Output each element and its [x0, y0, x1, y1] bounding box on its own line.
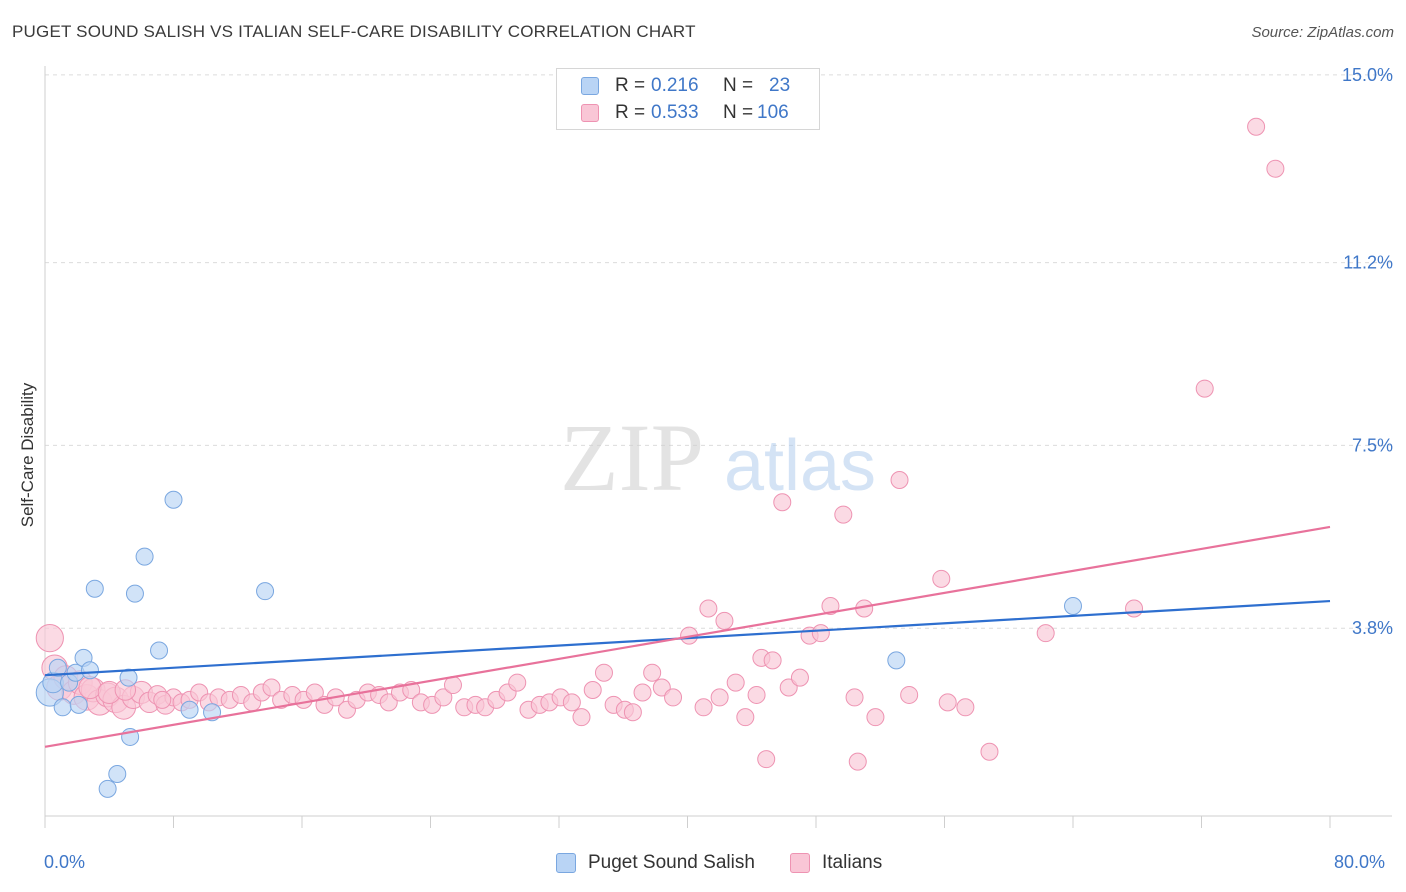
italian-point: [262, 678, 281, 697]
legend-row-puget: R = 0.216 N = 23: [581, 73, 790, 99]
legend-r-label: R =: [615, 75, 646, 96]
puget-point: [108, 765, 127, 783]
puget-point: [48, 658, 67, 677]
bottom-legend-label-puget: Puget Sound Salish: [588, 852, 755, 873]
grid-lines: [45, 74, 1392, 629]
puget-trend-line: [44, 599, 1331, 677]
italian-point: [715, 611, 734, 630]
watermark-atlas: atlas: [724, 426, 876, 506]
puget-point: [180, 700, 199, 719]
y-tick-label: 15.0%: [1342, 65, 1393, 85]
legend-n-label: N =: [723, 102, 754, 123]
puget-point: [1064, 597, 1082, 615]
italian-point: [583, 681, 602, 699]
x-tick-label-max: 80.0%: [1334, 852, 1386, 872]
italian-point: [811, 624, 830, 643]
correlation-legend: R = 0.216 N = 23 R = 0.533 N = 106: [556, 68, 820, 130]
italian-point: [1125, 599, 1144, 618]
italian-trend-line: [44, 525, 1331, 748]
italian-point: [866, 708, 885, 727]
italian-point: [594, 663, 613, 682]
y-tick-labels: 3.8% 7.5% 11.2% 15.0%: [1342, 65, 1393, 638]
italian-point: [572, 708, 591, 727]
italian-point: [980, 742, 999, 761]
legend-n-label: N =: [723, 75, 754, 96]
italian-point: [834, 505, 853, 524]
italian-point: [1266, 159, 1285, 178]
axes: [44, 66, 1392, 828]
legend-swatch-blue: [581, 77, 599, 95]
bottom-legend-swatch-blue: [556, 853, 576, 873]
italian-point: [845, 688, 864, 707]
puget-point: [98, 779, 117, 798]
italian-point: [664, 688, 683, 707]
italian-point: [699, 599, 718, 618]
italian-point: [773, 493, 792, 512]
puget-point: [80, 661, 99, 680]
italian-point: [1036, 624, 1055, 643]
puget-point: [69, 695, 88, 714]
italian-point: [78, 675, 102, 700]
italian-point: [763, 651, 782, 670]
italian-point: [890, 471, 909, 489]
italian-point: [153, 690, 172, 709]
italian-point: [1247, 117, 1266, 136]
bottom-legend-label-italians: Italians: [822, 852, 883, 873]
puget-point: [53, 698, 72, 717]
italian-point: [932, 569, 951, 588]
puget-point: [119, 668, 138, 687]
italian-point: [694, 698, 713, 717]
bottom-legend-italians[interactable]: Italians: [790, 852, 882, 874]
legend-n-value-puget: 23: [769, 75, 791, 96]
italian-point: [848, 752, 867, 771]
italian-point: [623, 703, 642, 722]
italian-point: [900, 685, 919, 704]
y-tick-label: 3.8%: [1352, 618, 1393, 638]
bottom-legend-puget[interactable]: Puget Sound Salish: [556, 852, 755, 874]
legend-n-value-italians: 106: [757, 102, 789, 123]
watermark: ZIP atlas: [560, 404, 876, 511]
puget-point: [256, 582, 275, 601]
puget-point: [125, 584, 144, 603]
italian-point: [710, 688, 729, 707]
chart-title: PUGET SOUND SALISH VS ITALIAN SELF-CARE …: [12, 22, 696, 41]
italian-point: [736, 708, 755, 727]
x-tick-label-min: 0.0%: [44, 852, 86, 872]
legend-r-value-italians: 0.533: [651, 102, 699, 123]
italian-point: [726, 673, 745, 692]
puget-point: [164, 490, 183, 509]
italian-point: [821, 597, 840, 615]
puget-point: [135, 547, 154, 566]
bottom-legend-swatch-pink: [790, 853, 810, 873]
italian-point: [562, 693, 581, 712]
source-credit: Source: ZipAtlas.com: [1251, 24, 1394, 41]
italian-point: [508, 673, 527, 692]
y-tick-label: 7.5%: [1352, 435, 1393, 455]
legend-swatch-pink: [581, 104, 599, 122]
trend-lines: [44, 525, 1331, 748]
watermark-zip: ZIP: [560, 404, 704, 511]
legend-r-label: R =: [615, 102, 646, 123]
italian-point: [790, 668, 809, 687]
italian-point: [1195, 379, 1214, 398]
italian-point: [938, 693, 957, 712]
italian-point: [643, 663, 662, 682]
puget-point: [85, 579, 104, 598]
legend-r-value-puget: 0.216: [651, 75, 699, 96]
y-tick-label: 11.2%: [1343, 253, 1393, 273]
italian-point: [956, 698, 975, 717]
italian-point: [747, 685, 766, 704]
puget-point: [887, 651, 906, 670]
italian-point: [633, 683, 652, 702]
italian-point: [434, 688, 453, 707]
puget-point: [150, 641, 169, 660]
legend-row-italians: R = 0.533 N = 106: [581, 100, 789, 126]
italian-point: [35, 624, 64, 653]
y-axis-label: Self-Care Disability: [18, 382, 37, 528]
italian-point: [757, 750, 776, 769]
